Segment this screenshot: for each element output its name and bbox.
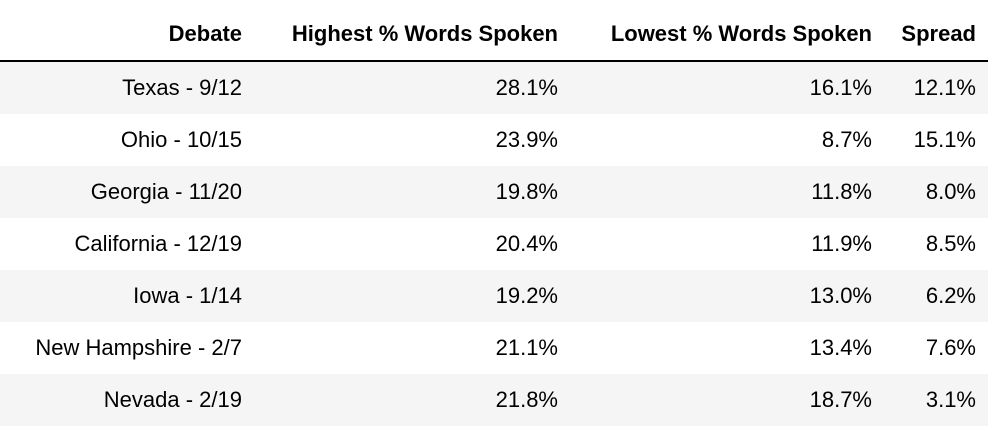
cell-spread: 15.1% — [913, 127, 976, 152]
cell-debate: Iowa - 1/14 — [133, 283, 242, 308]
cell-debate: Ohio - 10/15 — [120, 127, 242, 152]
table-row: Ohio - 10/15 23.9% 8.7% 15.1% — [0, 114, 988, 166]
table-row: New Hampshire - 2/7 21.1% 13.4% 7.6% — [0, 322, 988, 374]
cell-lowest-percent: 13.4% — [809, 335, 872, 360]
cell-lowest-percent: 11.9% — [811, 231, 872, 256]
table-header: Debate Highest % Words Spoken Lowest % W… — [0, 8, 988, 62]
cell-highest-percent: 28.1% — [495, 75, 558, 100]
debate-words-table: Debate Highest % Words Spoken Lowest % W… — [0, 8, 988, 426]
cell-debate: New Hampshire - 2/7 — [35, 335, 242, 360]
table-row: Texas - 9/12 28.1% 16.1% 12.1% — [0, 61, 988, 114]
cell-debate: Georgia - 11/20 — [90, 179, 242, 204]
cell-spread: 8.5% — [925, 231, 976, 256]
header-row: Debate Highest % Words Spoken Lowest % W… — [0, 8, 988, 62]
table-row: California - 12/19 20.4% 11.9% 8.5% — [0, 218, 988, 270]
debate-words-table-container: Debate Highest % Words Spoken Lowest % W… — [0, 8, 988, 426]
header-spread: Spread — [884, 8, 988, 62]
header-highest-percent: Highest % Words Spoken — [254, 8, 570, 62]
cell-lowest-percent: 18.7% — [809, 387, 872, 412]
cell-highest-percent: 19.2% — [495, 283, 558, 308]
cell-highest-percent: 19.8% — [495, 179, 558, 204]
cell-spread: 7.6% — [925, 335, 976, 360]
header-debate: Debate — [0, 8, 254, 62]
table-row: Nevada - 2/19 21.8% 18.7% 3.1% — [0, 374, 988, 426]
cell-spread: 6.2% — [925, 283, 976, 308]
cell-spread: 12.1% — [913, 75, 976, 100]
cell-lowest-percent: 16.1% — [809, 75, 872, 100]
cell-debate: Texas - 9/12 — [122, 75, 242, 100]
table-row: Georgia - 11/20 19.8% 11.8% 8.0% — [0, 166, 988, 218]
cell-lowest-percent: 11.8% — [811, 179, 872, 204]
cell-highest-percent: 21.1% — [495, 335, 558, 360]
cell-highest-percent: 20.4% — [495, 231, 558, 256]
cell-highest-percent: 21.8% — [495, 387, 558, 412]
cell-lowest-percent: 8.7% — [821, 127, 872, 152]
table-row: Iowa - 1/14 19.2% 13.0% 6.2% — [0, 270, 988, 322]
cell-spread: 8.0% — [925, 179, 976, 204]
table-body: Texas - 9/12 28.1% 16.1% 12.1% Ohio - 10/15 2… — [0, 61, 988, 426]
cell-lowest-percent: 13.0% — [809, 283, 872, 308]
cell-debate: California - 12/19 — [74, 231, 242, 256]
cell-spread: 3.1% — [925, 387, 976, 412]
cell-debate: Nevada - 2/19 — [103, 387, 242, 412]
header-lowest-percent: Lowest % Words Spoken — [570, 8, 884, 62]
cell-highest-percent: 23.9% — [495, 127, 558, 152]
